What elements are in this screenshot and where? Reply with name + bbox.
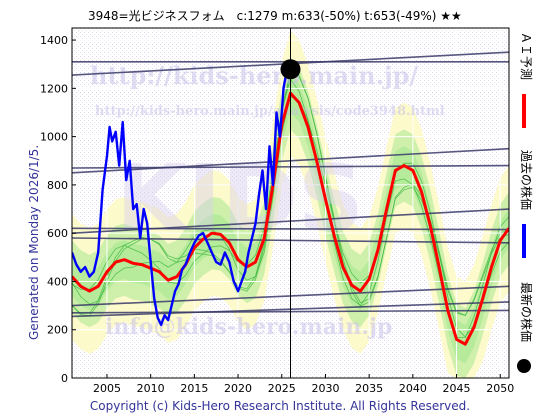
- x-tick-label: 2010: [137, 382, 165, 395]
- legend-latest-price-dot: [517, 359, 531, 373]
- x-tick-label: 2025: [268, 382, 296, 395]
- legend-past-price: 過去の株価: [519, 150, 534, 258]
- copyright-footer: Copyright (c) Kids-Hero Research Institu…: [90, 399, 470, 413]
- forecast-band: [72, 73, 509, 364]
- x-tick-label: 2015: [180, 382, 208, 395]
- x-axis: 2005 2010 2015 2020 2025 2030 2035 2040 2045 2050: [93, 374, 514, 395]
- legend-latest-price: 最新の株価: [517, 282, 534, 373]
- y-tick-label: 1400: [40, 34, 68, 47]
- legend-past-price-swatch: [522, 224, 526, 258]
- y-axis: 0 200 400 600 800 1000 1200 1400: [40, 34, 76, 385]
- legend-ai-forecast-swatch: [522, 94, 526, 128]
- watermark-logo: KIDS: [116, 145, 364, 252]
- watermark-email: info@kids-hero.main.jp: [105, 314, 392, 340]
- x-tick-label: 2040: [399, 382, 427, 395]
- x-tick-label: 2050: [486, 382, 514, 395]
- x-tick-label: 2035: [355, 382, 383, 395]
- legend-ai-forecast-label: ＡＩ予測: [519, 32, 533, 80]
- grid-lines: [72, 28, 509, 378]
- x-tick-label: 2020: [224, 382, 252, 395]
- y-tick-label: 1200: [40, 82, 68, 95]
- generated-note: Generated on Monday 2026/1/5.: [27, 145, 41, 340]
- y-tick-label: 600: [47, 227, 68, 240]
- y-tick-label: 0: [61, 372, 68, 385]
- legend-ai-forecast: ＡＩ予測: [519, 32, 533, 128]
- y-tick-label: 1000: [40, 131, 68, 144]
- past-price-line: [72, 69, 289, 327]
- y-tick-label: 200: [47, 324, 68, 337]
- x-tick-label: 2030: [311, 382, 339, 395]
- legend-latest-price-label: 最新の株価: [519, 282, 534, 342]
- x-tick-label: 2045: [443, 382, 471, 395]
- y-tick-label: 400: [47, 275, 68, 288]
- legend-past-price-label: 過去の株価: [519, 150, 534, 210]
- forecast-band: [72, 57, 509, 378]
- watermark-url-analysis: http://kids-hero.main.jp/analysis/code39…: [95, 104, 445, 119]
- latest-price-marker: [280, 59, 301, 80]
- plot-frame: [71, 27, 510, 379]
- chart-title: 3948=光ビジネスフォム c:1279 m:633(-50%) t:653(-…: [88, 9, 462, 23]
- y-tick-label: 800: [47, 179, 68, 192]
- x-tick-label: 2005: [93, 382, 121, 395]
- legend: ＡＩ予測 過去の株価 最新の株価: [517, 32, 534, 373]
